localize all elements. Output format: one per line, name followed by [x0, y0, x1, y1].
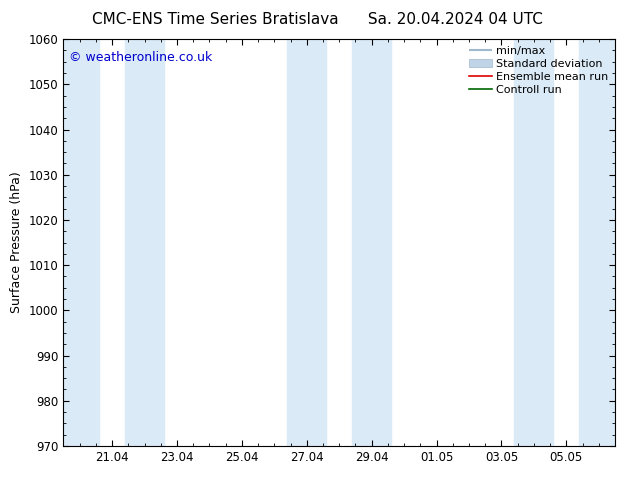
Bar: [63, 39, 99, 446]
Bar: [125, 39, 164, 446]
Y-axis label: Surface Pressure (hPa): Surface Pressure (hPa): [10, 172, 23, 314]
Bar: [287, 39, 327, 446]
Bar: [352, 39, 391, 446]
Text: © weatheronline.co.uk: © weatheronline.co.uk: [69, 51, 212, 64]
Bar: [579, 39, 615, 446]
Bar: [514, 39, 553, 446]
Legend: min/max, Standard deviation, Ensemble mean run, Controll run: min/max, Standard deviation, Ensemble me…: [466, 43, 612, 98]
Text: CMC-ENS Time Series Bratislava      Sa. 20.04.2024 04 UTC: CMC-ENS Time Series Bratislava Sa. 20.04…: [91, 12, 543, 27]
